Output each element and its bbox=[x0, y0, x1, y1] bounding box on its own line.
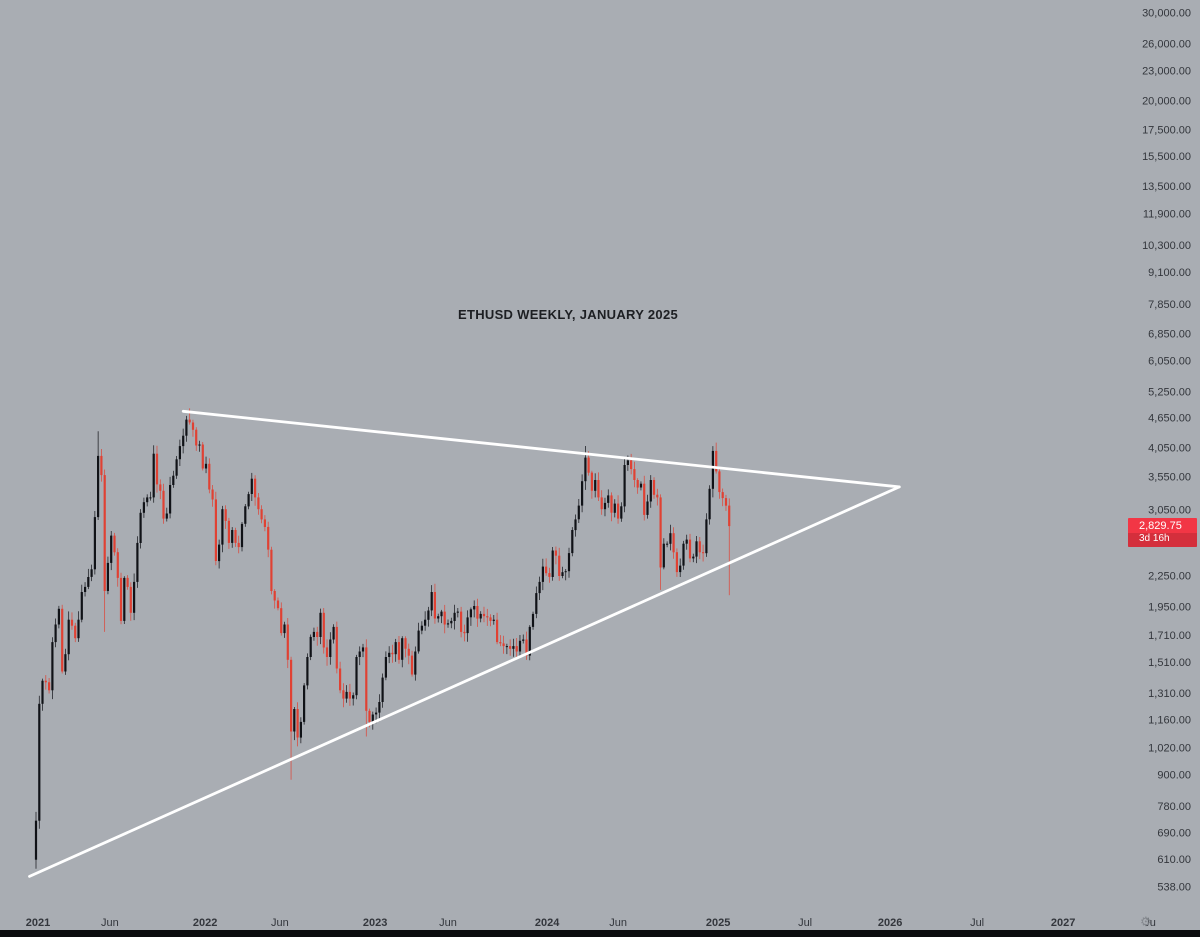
last-price-value: 2,829.75 bbox=[1139, 520, 1182, 532]
price-scale-label: 6,050.00 bbox=[1148, 356, 1191, 368]
time-scale-label: Jul bbox=[970, 917, 984, 929]
price-scale-label: 1,510.00 bbox=[1148, 657, 1191, 669]
time-scale[interactable]: 2021 Jun 2022 Jun 2023 Jun 2024 Jun 2025 Jul 2026 J… bbox=[26, 917, 1156, 929]
price-scale-label: 610.00 bbox=[1157, 854, 1191, 866]
price-scale-label: 6,850.00 bbox=[1148, 329, 1191, 341]
price-scale-label: 1,950.00 bbox=[1148, 602, 1191, 614]
last-price-badge: 2,829.75 3d 16h bbox=[1128, 518, 1197, 547]
price-scale-label: 900.00 bbox=[1157, 770, 1191, 782]
time-scale-label: 2026 bbox=[878, 917, 902, 929]
price-scale-label: 538.00 bbox=[1157, 882, 1191, 894]
price-scale-label: 4,050.00 bbox=[1148, 443, 1191, 455]
price-scale-label: 3,550.00 bbox=[1148, 471, 1191, 483]
price-scale-label: 780.00 bbox=[1157, 801, 1191, 813]
price-scale-label: 7,850.00 bbox=[1148, 299, 1191, 311]
price-scale-label: 30,000.00 bbox=[1142, 8, 1191, 20]
time-scale-label: Jun bbox=[101, 917, 119, 929]
triangle-upper-trendline[interactable] bbox=[181, 409, 901, 489]
price-scale-label: 690.00 bbox=[1157, 827, 1191, 839]
price-scale-label: 1,160.00 bbox=[1148, 715, 1191, 727]
time-scale-label: Jul bbox=[798, 917, 812, 929]
price-scale-label: 11,900.00 bbox=[1143, 209, 1191, 221]
price-scale-label: 15,500.00 bbox=[1142, 151, 1191, 163]
price-scale-label: 23,000.00 bbox=[1142, 65, 1191, 77]
price-scale-label: 3,050.00 bbox=[1148, 504, 1191, 516]
time-scale-label: 2024 bbox=[535, 917, 560, 929]
triangle-lower-trendline[interactable] bbox=[28, 485, 901, 878]
window-bottom-bar bbox=[0, 930, 1200, 937]
time-axis-settings-gear-icon[interactable]: ⚙ bbox=[1140, 914, 1152, 929]
price-scale-label: 9,100.00 bbox=[1148, 267, 1191, 279]
price-scale-label: 26,000.00 bbox=[1142, 39, 1191, 51]
price-scale[interactable]: 30,000.00 26,000.00 23,000.00 20,000.00 17,5… bbox=[1142, 8, 1191, 894]
time-scale-label: 2025 bbox=[706, 917, 730, 929]
time-scale-label: 2023 bbox=[363, 917, 387, 929]
price-scale-label: 17,500.00 bbox=[1142, 125, 1191, 137]
price-scale-label: 5,250.00 bbox=[1148, 386, 1191, 398]
price-scale-label: 13,500.00 bbox=[1142, 181, 1191, 193]
price-scale-label: 1,020.00 bbox=[1148, 743, 1191, 755]
price-scale-label: 20,000.00 bbox=[1142, 96, 1191, 108]
time-scale-label: Jun bbox=[271, 917, 289, 929]
time-scale-label: Jun bbox=[609, 917, 627, 929]
candle-close-countdown: 3d 16h bbox=[1128, 533, 1197, 547]
time-scale-label: Ju bbox=[1144, 917, 1156, 929]
candles-series bbox=[34, 408, 731, 869]
chart-title: ETHUSD WEEKLY, JANUARY 2025 bbox=[457, 307, 679, 322]
time-scale-label: 2022 bbox=[193, 917, 217, 929]
price-scale-label: 1,710.00 bbox=[1148, 630, 1191, 642]
price-scale-label: 10,300.00 bbox=[1142, 240, 1191, 252]
price-scale-label: 1,310.00 bbox=[1148, 688, 1191, 700]
time-scale-label: 2027 bbox=[1051, 917, 1075, 929]
time-scale-label: 2021 bbox=[26, 917, 50, 929]
time-scale-label: Jun bbox=[439, 917, 457, 929]
price-scale-label: 2,250.00 bbox=[1148, 571, 1191, 583]
price-scale-label: 4,650.00 bbox=[1148, 413, 1191, 425]
